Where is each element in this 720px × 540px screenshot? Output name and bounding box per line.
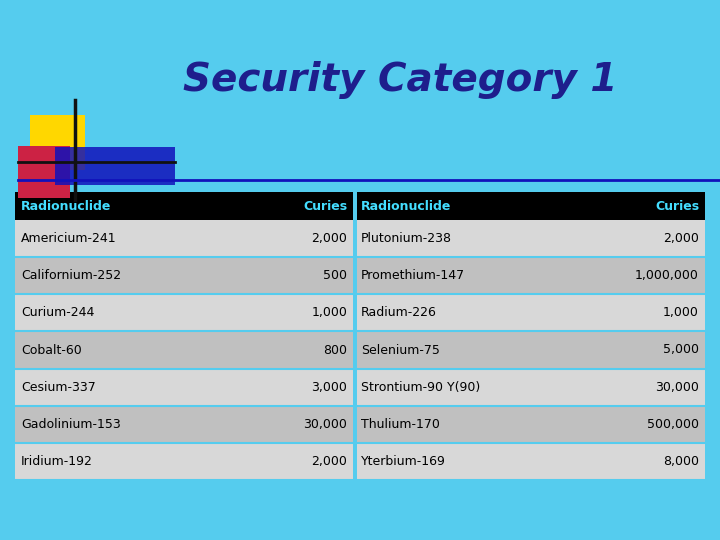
Text: Plutonium-238: Plutonium-238 bbox=[361, 232, 452, 245]
Text: 1,000: 1,000 bbox=[311, 306, 347, 319]
Bar bbox=[218, 443, 353, 480]
Text: Curium-244: Curium-244 bbox=[21, 306, 94, 319]
Bar bbox=[355, 332, 558, 369]
Text: Cesium-337: Cesium-337 bbox=[21, 381, 96, 394]
Text: 5,000: 5,000 bbox=[663, 343, 699, 356]
Bar bbox=[558, 332, 705, 369]
Bar bbox=[353, 257, 357, 294]
Text: Californium-252: Californium-252 bbox=[21, 269, 121, 282]
Text: Strontium-90 Y(90): Strontium-90 Y(90) bbox=[361, 381, 480, 394]
Bar bbox=[18, 146, 70, 198]
Bar bbox=[355, 192, 558, 220]
Text: 500: 500 bbox=[323, 269, 347, 282]
Bar bbox=[355, 220, 558, 257]
Bar bbox=[15, 406, 218, 443]
Bar bbox=[218, 294, 353, 332]
Text: Americium-241: Americium-241 bbox=[21, 232, 117, 245]
Text: 800: 800 bbox=[323, 343, 347, 356]
Bar bbox=[558, 406, 705, 443]
Bar bbox=[15, 192, 218, 220]
Bar bbox=[355, 406, 558, 443]
Bar bbox=[558, 257, 705, 294]
Bar bbox=[218, 220, 353, 257]
Text: 2,000: 2,000 bbox=[663, 232, 699, 245]
Text: Selenium-75: Selenium-75 bbox=[361, 343, 440, 356]
Text: Yterbium-169: Yterbium-169 bbox=[361, 455, 446, 468]
Bar bbox=[15, 369, 218, 406]
Text: 1,000: 1,000 bbox=[663, 306, 699, 319]
Text: 500,000: 500,000 bbox=[647, 418, 699, 431]
Bar bbox=[30, 115, 85, 170]
Text: Iridium-192: Iridium-192 bbox=[21, 455, 93, 468]
Bar bbox=[218, 406, 353, 443]
Bar bbox=[558, 294, 705, 332]
Text: 1,000,000: 1,000,000 bbox=[635, 269, 699, 282]
Bar bbox=[353, 332, 357, 369]
Bar bbox=[353, 369, 357, 406]
Bar bbox=[558, 220, 705, 257]
Bar bbox=[55, 147, 175, 185]
Bar bbox=[558, 192, 705, 220]
Bar bbox=[353, 192, 357, 220]
Text: 30,000: 30,000 bbox=[655, 381, 699, 394]
Bar bbox=[15, 257, 218, 294]
Bar bbox=[218, 192, 353, 220]
Text: Radionuclide: Radionuclide bbox=[21, 199, 112, 213]
Bar bbox=[355, 257, 558, 294]
Text: 3,000: 3,000 bbox=[311, 381, 347, 394]
Bar bbox=[15, 332, 218, 369]
Bar bbox=[15, 294, 218, 332]
Text: Promethium-147: Promethium-147 bbox=[361, 269, 465, 282]
Text: Gadolinium-153: Gadolinium-153 bbox=[21, 418, 121, 431]
Bar bbox=[15, 220, 218, 257]
Text: 30,000: 30,000 bbox=[303, 418, 347, 431]
Text: Radionuclide: Radionuclide bbox=[361, 199, 451, 213]
Text: Curies: Curies bbox=[655, 199, 699, 213]
Bar bbox=[353, 294, 357, 332]
Bar bbox=[353, 406, 357, 443]
Text: Cobalt-60: Cobalt-60 bbox=[21, 343, 82, 356]
Bar bbox=[558, 443, 705, 480]
Bar bbox=[353, 443, 357, 480]
Bar bbox=[355, 443, 558, 480]
Bar bbox=[218, 369, 353, 406]
Text: 8,000: 8,000 bbox=[663, 455, 699, 468]
Text: Security Category 1: Security Category 1 bbox=[183, 61, 617, 99]
Text: Curies: Curies bbox=[303, 199, 347, 213]
Text: Thulium-170: Thulium-170 bbox=[361, 418, 440, 431]
Bar bbox=[355, 294, 558, 332]
Bar bbox=[218, 332, 353, 369]
Bar bbox=[218, 257, 353, 294]
Bar bbox=[558, 369, 705, 406]
Text: Radium-226: Radium-226 bbox=[361, 306, 437, 319]
Bar bbox=[353, 220, 357, 257]
Text: 2,000: 2,000 bbox=[311, 455, 347, 468]
Bar bbox=[15, 443, 218, 480]
Text: 2,000: 2,000 bbox=[311, 232, 347, 245]
Bar bbox=[355, 369, 558, 406]
